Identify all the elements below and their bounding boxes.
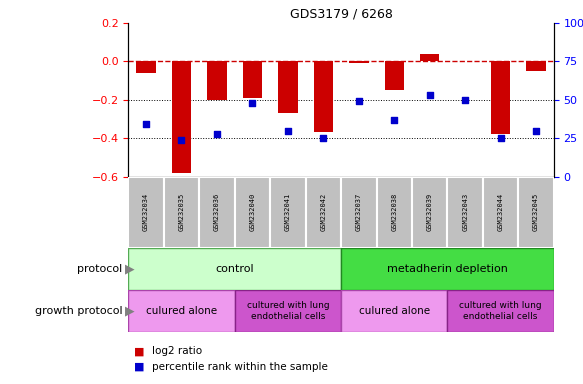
Point [496,135,505,141]
Point [319,135,328,141]
Bar [128,177,164,248]
Text: GSM232045: GSM232045 [533,193,539,231]
Bar [349,61,368,63]
Point [283,127,293,134]
Text: cultured with lung
endothelial cells: cultured with lung endothelial cells [459,301,542,321]
Text: growth protocol: growth protocol [35,306,122,316]
Point [354,98,363,104]
Bar [341,290,448,332]
Bar [278,61,297,113]
Text: ■: ■ [134,362,145,372]
Text: GSM232034: GSM232034 [143,193,149,231]
Point [141,121,150,127]
Text: percentile rank within the sample: percentile rank within the sample [152,362,328,372]
Bar [483,177,518,248]
Text: culured alone: culured alone [146,306,217,316]
Bar [207,61,227,100]
Bar [270,177,305,248]
Title: GDS3179 / 6268: GDS3179 / 6268 [290,7,392,20]
Bar [526,61,546,71]
Text: ▶: ▶ [125,305,135,318]
Bar [448,290,554,332]
Text: GSM232043: GSM232043 [462,193,468,231]
Point [212,131,222,137]
Bar [518,177,554,248]
Text: GSM232044: GSM232044 [498,193,504,231]
Bar [341,248,554,290]
Bar [314,61,333,132]
Bar [420,54,440,61]
Bar [128,290,234,332]
Bar [305,177,341,248]
Text: GSM232038: GSM232038 [391,193,397,231]
Text: culured alone: culured alone [359,306,430,316]
Bar [172,61,191,173]
Bar [199,177,234,248]
Text: GSM232041: GSM232041 [285,193,291,231]
Bar [341,177,377,248]
Text: ■: ■ [134,346,145,356]
Text: metadherin depletion: metadherin depletion [387,264,508,274]
Point [248,100,257,106]
Text: GSM232039: GSM232039 [427,193,433,231]
Text: cultured with lung
endothelial cells: cultured with lung endothelial cells [247,301,329,321]
Text: GSM232035: GSM232035 [178,193,184,231]
Text: GSM232040: GSM232040 [250,193,255,231]
Bar [385,61,404,90]
Bar [136,61,156,73]
Point [461,97,470,103]
Text: GSM232042: GSM232042 [320,193,326,231]
Text: log2 ratio: log2 ratio [152,346,202,356]
Bar [243,61,262,98]
Bar [234,177,270,248]
Bar [448,177,483,248]
Bar [164,177,199,248]
Text: ▶: ▶ [125,262,135,275]
Bar [234,290,341,332]
Text: control: control [215,264,254,274]
Text: protocol: protocol [77,264,122,274]
Bar [412,177,448,248]
Point [425,92,434,98]
Text: GSM232037: GSM232037 [356,193,362,231]
Point [177,137,186,143]
Bar [128,248,341,290]
Bar [377,177,412,248]
Point [389,117,399,123]
Text: GSM232036: GSM232036 [214,193,220,231]
Point [532,127,541,134]
Bar [491,61,510,134]
